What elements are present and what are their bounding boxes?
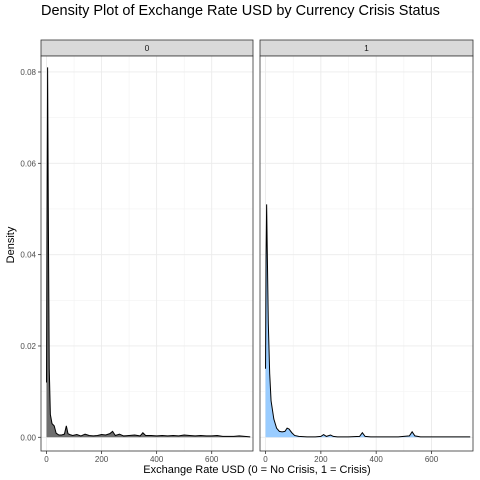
y-tick-label: 0.04	[20, 251, 36, 260]
panel-border	[40, 55, 254, 452]
density-line	[46, 67, 251, 438]
y-tick-label: 0.06	[20, 159, 36, 168]
x-tick-label: 600	[425, 455, 439, 464]
facet-strip-label: 1	[364, 43, 369, 53]
x-tick-label: 400	[150, 455, 164, 464]
x-tick-label: 0	[263, 455, 268, 464]
facet-strip-label: 0	[145, 43, 150, 53]
chart-title: Density Plot of Exchange Rate USD by Cur…	[41, 3, 440, 19]
x-tick-label: 200	[95, 455, 109, 464]
panel-background	[260, 56, 473, 451]
x-tick-label: 200	[314, 455, 328, 464]
x-tick-label: 400	[370, 455, 384, 464]
panel-background	[41, 56, 253, 451]
x-tick-label: 600	[205, 455, 219, 464]
y-axis-title: Density	[5, 226, 17, 263]
facet-panel-1: 1 0 200 400 600	[259, 39, 474, 464]
y-tick-label: 0.02	[20, 342, 36, 351]
y-tick-label: 0.00	[20, 433, 36, 442]
facet-panels: 0 0 200 400 600 0.00 0.02 0.04 0.06 0.08 1 0 200 400 6…	[20, 39, 474, 464]
x-axis-title: Exchange Rate USD (0 = No Crisis, 1 = Cr…	[143, 464, 370, 476]
x-tick-label: 0	[44, 455, 49, 464]
panel-border	[259, 55, 474, 452]
facet-panel-0: 0 0 200 400 600 0.00 0.02 0.04 0.06 0.08	[20, 39, 254, 464]
y-tick-label: 0.08	[20, 68, 36, 77]
density-line	[265, 204, 471, 438]
